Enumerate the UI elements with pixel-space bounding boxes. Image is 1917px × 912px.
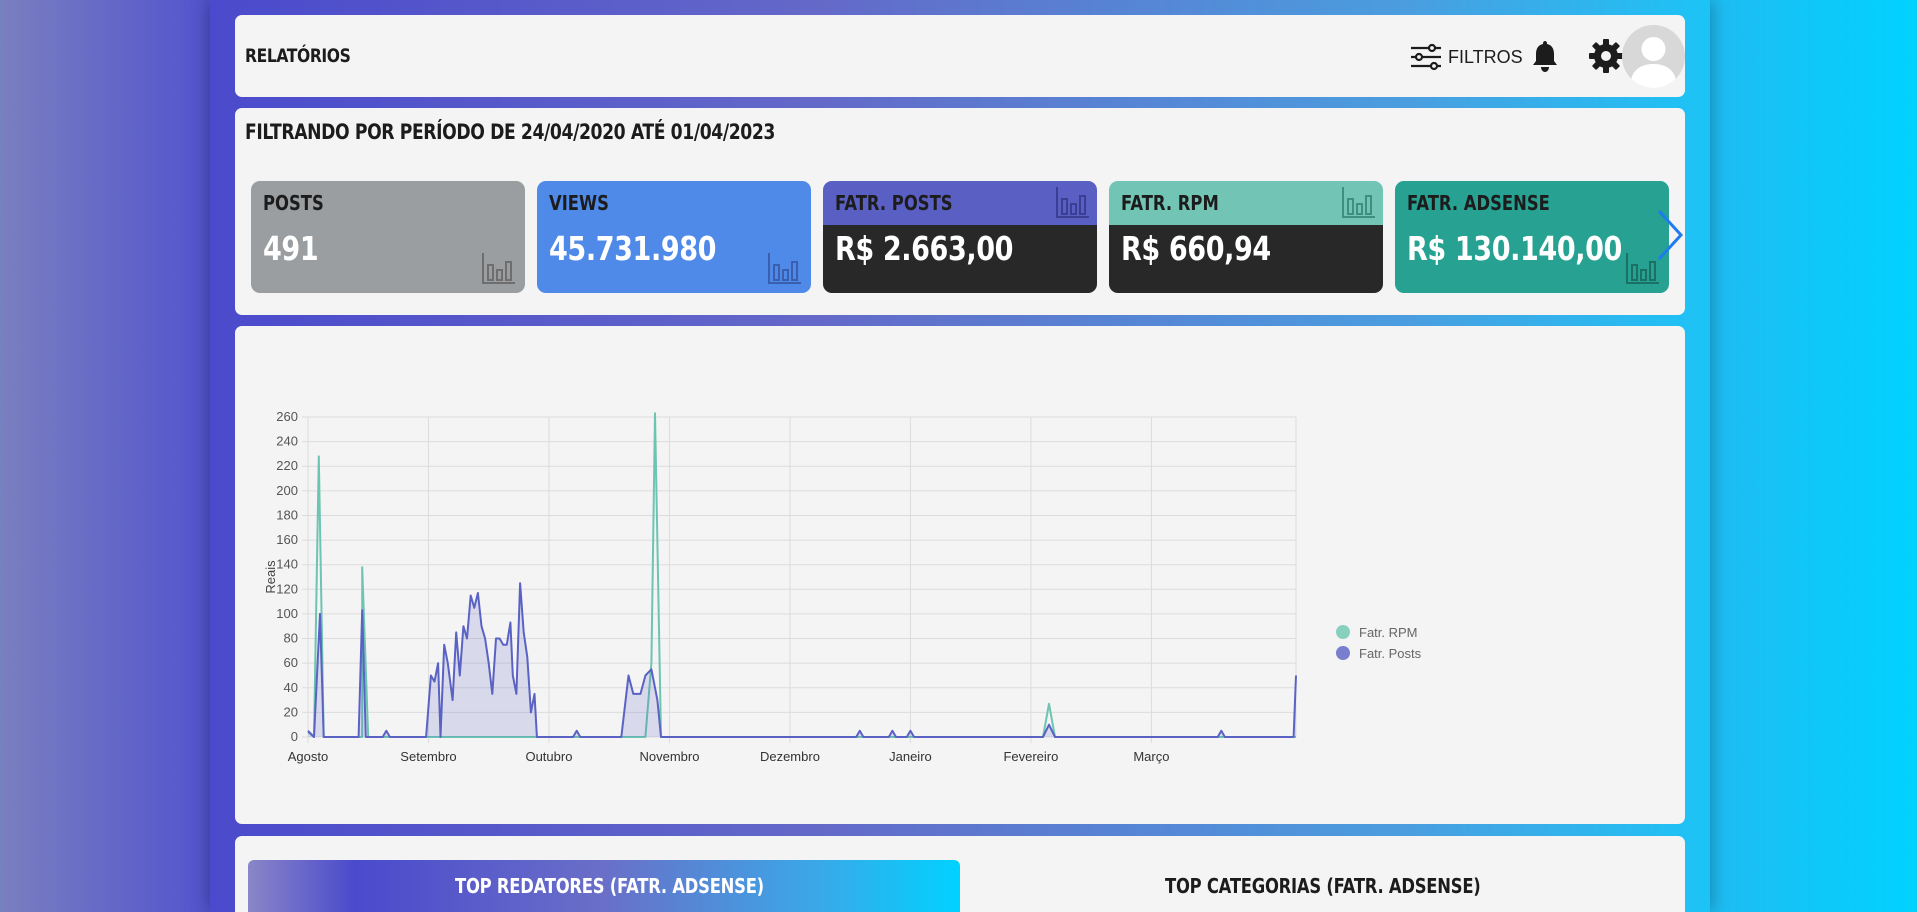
summary-panel: FILTRANDO POR PERÍODO DE 24/04/2020 ATÉ … xyxy=(235,108,1685,315)
stat-card-fatr-adsense[interactable]: FATR. ADSENSE R$ 130.140,00 xyxy=(1395,181,1669,293)
y-tick-label: 220 xyxy=(276,458,298,473)
tab-top-redatores[interactable]: TOP REDATORES (FATR. ADSENSE) xyxy=(248,860,960,912)
y-tick-label: 40 xyxy=(284,680,298,695)
y-tick-label: 80 xyxy=(284,631,298,646)
x-tick-label: Outubro xyxy=(525,749,572,764)
chevron-right-icon[interactable] xyxy=(1655,208,1685,262)
tab-label: TOP REDATORES (FATR. ADSENSE) xyxy=(455,874,764,898)
filters-label: FILTROS xyxy=(1448,46,1523,67)
sliders-icon xyxy=(1411,43,1441,71)
x-tick-label: Janeiro xyxy=(889,749,932,764)
legend-marker xyxy=(1336,625,1350,639)
stat-value: R$ 2.663,00 xyxy=(835,229,1014,268)
filters-button[interactable]: FILTROS xyxy=(1410,43,1523,71)
stat-label: FATR. POSTS xyxy=(835,191,953,215)
bell-icon[interactable] xyxy=(1530,39,1560,73)
y-tick-label: 120 xyxy=(276,581,298,596)
x-tick-label: Dezembro xyxy=(760,749,820,764)
top-lists-panel: TOP REDATORES (FATR. ADSENSE) TOP CATEGO… xyxy=(235,836,1685,912)
y-tick-label: 180 xyxy=(276,507,298,522)
stat-label: FATR. ADSENSE xyxy=(1407,191,1550,215)
legend-label: Fatr. Posts xyxy=(1359,646,1422,661)
y-tick-label: 20 xyxy=(284,704,298,719)
bar-chart-icon xyxy=(1626,253,1659,284)
x-tick-label: Fevereiro xyxy=(1003,749,1058,764)
y-axis-label: Reais xyxy=(263,560,278,594)
bar-chart-icon xyxy=(1056,187,1089,218)
page-title: RELATÓRIOS xyxy=(245,45,351,67)
stat-value: R$ 660,94 xyxy=(1121,229,1271,268)
stat-label: FATR. RPM xyxy=(1121,191,1219,215)
gear-icon[interactable] xyxy=(1588,38,1624,74)
chart-panel: 0 20 40 60 80 100 120 140 160 180 200 220 240 260 Agos… xyxy=(235,326,1685,824)
bar-chart-icon xyxy=(1342,187,1375,218)
stat-label: POSTS xyxy=(263,191,324,215)
series-line-fatr-rpm xyxy=(307,412,1296,738)
revenue-line-chart: 0 20 40 60 80 100 120 140 160 180 200 220 240 260 Agos… xyxy=(263,409,1422,764)
legend-marker xyxy=(1336,646,1350,660)
bar-chart-icon xyxy=(768,253,801,284)
stat-value: 45.731.980 xyxy=(549,229,717,268)
header: RELATÓRIOS FILTROS xyxy=(235,15,1685,97)
tab-top-categorias[interactable]: TOP CATEGORIAS (FATR. ADSENSE) xyxy=(1165,874,1481,898)
legend-label: Fatr. RPM xyxy=(1359,625,1418,640)
stat-card-posts[interactable]: POSTS 491 xyxy=(251,181,525,293)
series-area-fatr-posts xyxy=(308,583,1296,737)
y-tick-label: 0 xyxy=(291,729,298,744)
app-page: RELATÓRIOS FILTROS xyxy=(210,0,1710,912)
x-tick-label: Março xyxy=(1133,749,1169,764)
y-tick-label: 160 xyxy=(276,532,298,547)
series-line-fatr-posts xyxy=(307,582,1297,738)
y-tick-label: 140 xyxy=(276,557,298,572)
period-filter-text: FILTRANDO POR PERÍODO DE 24/04/2020 ATÉ … xyxy=(245,120,776,144)
x-tick-label: Novembro xyxy=(639,749,699,764)
stat-card-fatr-posts[interactable]: FATR. POSTS R$ 2.663,00 xyxy=(823,181,1097,293)
stat-card-views[interactable]: VIEWS 45.731.980 xyxy=(537,181,811,293)
y-tick-label: 260 xyxy=(276,409,298,424)
stat-label: VIEWS xyxy=(549,191,609,215)
bar-chart-icon xyxy=(482,253,515,284)
user-icon xyxy=(1630,37,1677,88)
x-tick-label: Agosto xyxy=(288,749,328,764)
avatar[interactable] xyxy=(1622,25,1685,88)
y-tick-label: 60 xyxy=(284,655,298,670)
stat-value: R$ 130.140,00 xyxy=(1407,229,1622,268)
y-tick-label: 200 xyxy=(276,483,298,498)
y-tick-label: 100 xyxy=(276,606,298,621)
y-tick-label: 240 xyxy=(276,434,298,449)
x-tick-label: Setembro xyxy=(400,749,456,764)
stat-card-fatr-rpm[interactable]: FATR. RPM R$ 660,94 xyxy=(1109,181,1383,293)
stat-value: 491 xyxy=(263,229,319,268)
